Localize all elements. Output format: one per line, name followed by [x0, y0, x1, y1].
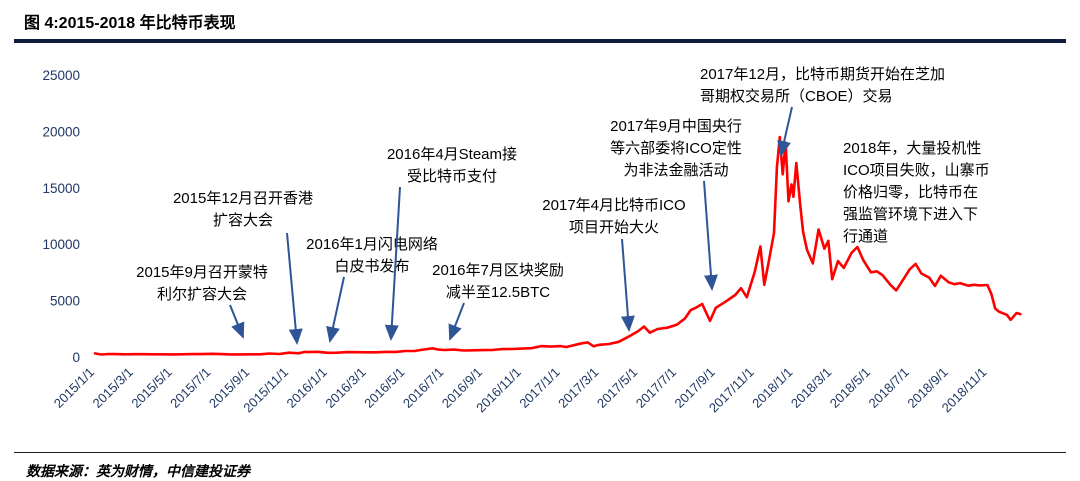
chart-annotation: 2016年1月闪电网络白皮书发布 [306, 236, 438, 275]
x-axis-tick-label: 2017/1/1 [516, 365, 562, 411]
chart-annotation: 2018年，大量投机性 ICO项目失败，山寨币价格归零，比特币在强监管环境下进入下… [843, 140, 990, 245]
x-axis-tick-label: 2018/1/1 [749, 365, 795, 411]
x-axis-tick-label: 2015/1/1 [51, 365, 97, 411]
annotation-arrow [229, 304, 245, 339]
x-axis-tick-label: 2017/5/1 [594, 365, 640, 411]
y-axis-tick-label: 20000 [42, 124, 80, 139]
x-axis-tick-label: 2016/7/1 [400, 365, 446, 411]
annotation-arrow [326, 276, 345, 343]
figure-header: 图 4:2015-2018 年比特币表现 [0, 0, 1080, 37]
annotation-arrow [777, 106, 793, 157]
chart-annotation: 2017年12月，比特币期货开始在芝加哥期权交易所（CBOE）交易 [700, 66, 945, 105]
y-axis-tick-label: 15000 [42, 181, 80, 196]
x-axis-tick-label: 2018/5/1 [827, 365, 873, 411]
chart-annotation: 2015年9月召开蒙特利尔扩容大会 [136, 264, 268, 303]
bitcoin-price-line [93, 135, 1022, 356]
x-axis-tick-label: 2017/3/1 [555, 365, 601, 411]
bitcoin-price-line-chart: 0 5000 10000 15000 20000 25000 2015/1/12015/3/… [42, 66, 1022, 415]
x-axis-tick-label: 2018/3/1 [788, 365, 834, 411]
x-axis-tick-label: 2016/5/1 [361, 365, 407, 411]
figure-footer: 数据来源：英为财情，中信建投证券 [0, 453, 1080, 481]
chart-annotation: 2017年9月中国央行等六部委将ICO定性为非法金融活动 [610, 118, 742, 179]
x-axis-tick-label: 2016/1/1 [284, 365, 330, 411]
x-axis-tick-label: 2017/7/1 [633, 365, 679, 411]
x-axis-tick-label: 2015/3/1 [90, 365, 136, 411]
title-divider-rule [14, 39, 1066, 43]
x-axis-tick-label: 2015/7/1 [167, 365, 213, 411]
y-axis-tick-label: 10000 [42, 237, 80, 252]
x-axis-tick-label: 2015/5/1 [128, 365, 174, 411]
data-source-text: 数据来源：英为财情，中信建投证券 [26, 463, 250, 479]
footer-divider-rule [14, 452, 1066, 453]
chart-annotation: 2017年4月比特币ICO 项目开始大火 [542, 197, 685, 236]
annotation-arrow [620, 238, 635, 332]
y-axis-tick-label: 5000 [50, 294, 80, 309]
annotation-arrow [286, 232, 303, 345]
y-axis-tick-label: 0 [72, 350, 80, 365]
annotation-arrow [448, 302, 465, 341]
chart-annotation: 2016年7月区块奖励减半至12.5BTC [432, 262, 564, 301]
y-axis-tick-label: 25000 [42, 68, 80, 83]
annotation-arrow [703, 180, 718, 291]
annotation-arrow [384, 186, 401, 341]
chart-area: 0 5000 10000 15000 20000 25000 2015/1/1 2015/3/… [0, 45, 1080, 450]
x-axis-tick-label: 2016/3/1 [322, 365, 368, 411]
chart-annotation: 2015年12月召开香港扩容大会 [173, 190, 313, 229]
figure-title: 图 4:2015-2018 年比特币表现 [24, 15, 236, 32]
x-axis-tick-label: 2018/7/1 [866, 365, 912, 411]
chart-annotation: 2016年4月Steam接受比特币支付 [387, 146, 517, 185]
